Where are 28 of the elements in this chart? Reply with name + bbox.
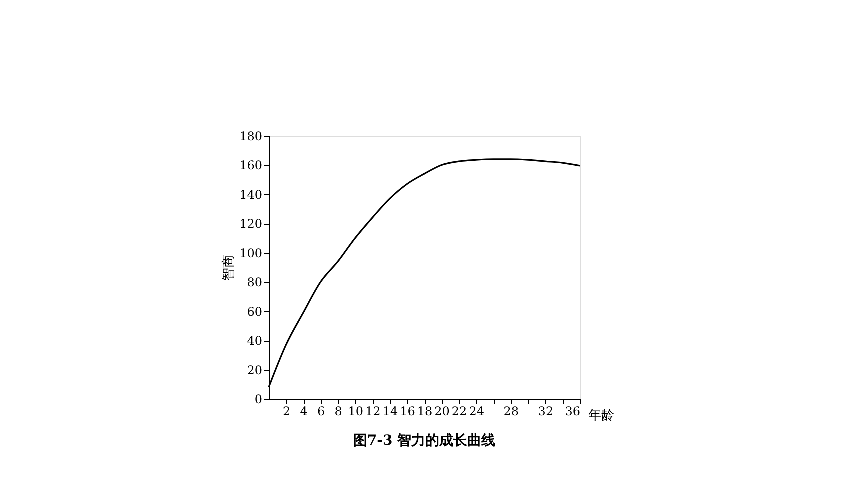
- y-axis-title: 智商: [222, 255, 237, 281]
- y-tick-label: 160: [240, 158, 262, 173]
- y-tick-label: 60: [247, 304, 262, 319]
- x-tick-label: 24: [469, 404, 485, 418]
- x-tick-label: 10: [348, 404, 364, 418]
- y-tick-label: 20: [247, 363, 262, 378]
- x-tick-label: 28: [504, 404, 520, 418]
- text: 图7-3 智力的成长曲线: [353, 433, 496, 449]
- y-tick-label: 80: [247, 276, 262, 290]
- x-tick-label: 18: [417, 404, 433, 418]
- x-tick-label: 36: [565, 404, 580, 418]
- x-tick-label: 22: [452, 404, 468, 418]
- x-tick-label: 14: [382, 404, 398, 418]
- x-tick-label: 4: [300, 404, 308, 418]
- x-tick-label: 32: [538, 404, 554, 418]
- y-tick-label: 140: [240, 188, 262, 202]
- x-axis-title: 年龄: [588, 408, 614, 424]
- y-tick-label: 100: [240, 246, 262, 260]
- x-tick-label: 20: [434, 404, 450, 418]
- x-tick-label: 2: [282, 404, 291, 418]
- y-tick-label: 120: [240, 217, 262, 232]
- x-tick-label: 8: [334, 404, 342, 418]
- y-tick-label: 40: [247, 334, 262, 348]
- y-tick-label: 180: [240, 130, 262, 144]
- x-tick-label: 6: [318, 404, 326, 418]
- y-tick-label: 0: [254, 392, 262, 406]
- x-tick-label: 16: [400, 404, 416, 418]
- x-tick-label: 12: [366, 404, 381, 418]
